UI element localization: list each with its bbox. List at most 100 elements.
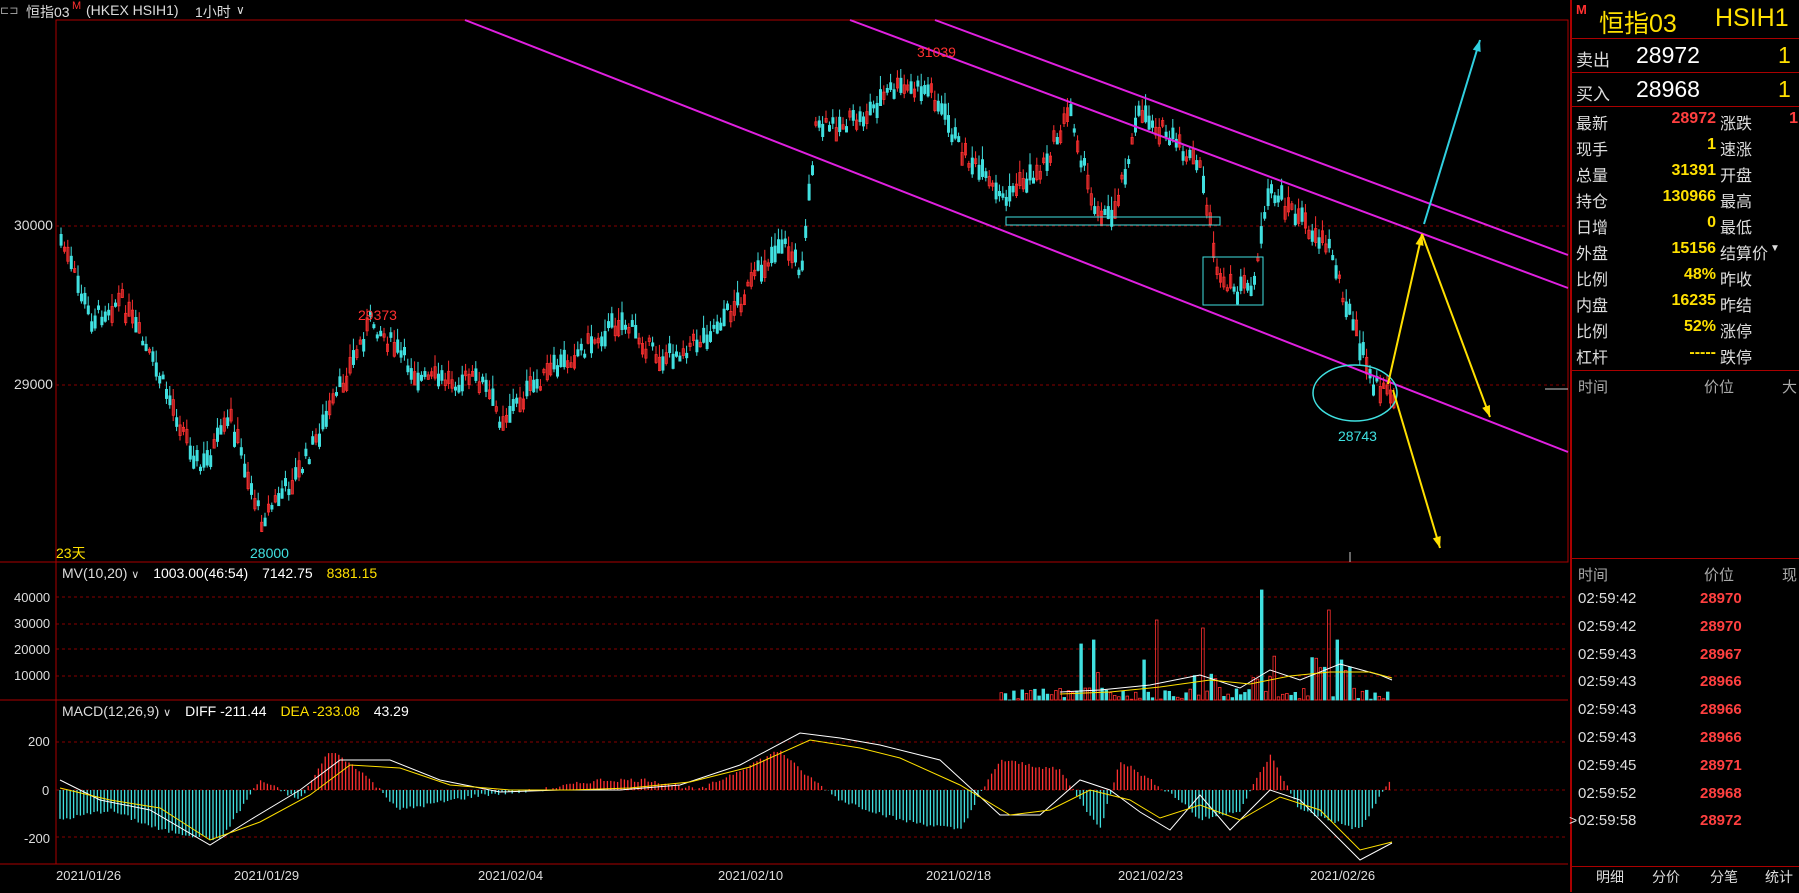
tab-detail[interactable]: 明细: [1596, 867, 1624, 887]
volume-bar: [1197, 695, 1200, 700]
volume-bar: [1248, 690, 1251, 700]
candle-body: [216, 428, 218, 441]
volume-bar: [1130, 699, 1133, 700]
candle-body: [624, 325, 626, 329]
candle-body: [199, 467, 201, 470]
divider: [1572, 370, 1799, 371]
candle-body: [828, 125, 830, 131]
candle-body: [920, 87, 922, 101]
tick-time: 02:59:43: [1578, 701, 1636, 718]
candle-body: [193, 456, 195, 468]
volume-bar: [1185, 693, 1188, 700]
quote-row-value: 52%: [1636, 318, 1716, 336]
volume-bar: [1147, 692, 1150, 700]
mv-title[interactable]: MV(10,20): [62, 565, 127, 581]
triangle-down-icon[interactable]: ▼: [1770, 243, 1780, 254]
quote-row-value: 15156: [1636, 240, 1716, 258]
candle-body: [696, 340, 698, 352]
volume-bar: [1151, 698, 1154, 700]
ask-price[interactable]: 28972: [1636, 42, 1700, 69]
macd-title[interactable]: MACD(12,26,9): [62, 703, 159, 719]
candle-body: [516, 398, 518, 403]
volume-bar: [1080, 644, 1083, 700]
volume-bar: [1097, 672, 1100, 700]
volume-bar: [1315, 658, 1318, 700]
candle-body: [536, 379, 538, 388]
chevron-down-icon[interactable]: ∨: [131, 569, 139, 581]
tab-price-dist[interactable]: 分价: [1652, 867, 1680, 887]
volume-bar: [1017, 699, 1020, 700]
volume-bar: [1302, 689, 1305, 700]
volume-bar: [1357, 698, 1360, 700]
low-label-28743: 28743: [1338, 428, 1377, 444]
candle-body: [1002, 194, 1004, 198]
tick-time: 02:59:45: [1578, 757, 1636, 774]
bid-price[interactable]: 28968: [1636, 76, 1700, 103]
cyan-arrow-up: [1424, 40, 1480, 224]
candle-body: [859, 112, 861, 122]
chevron-down-icon[interactable]: ∨: [163, 707, 171, 719]
candle-body: [590, 337, 592, 353]
yellow-arrow-down-right-head: [1482, 405, 1490, 417]
candle-body: [995, 183, 997, 199]
candle-body: [475, 369, 477, 381]
tab-ticks[interactable]: 分笔: [1710, 867, 1738, 887]
volume-bar: [1260, 590, 1263, 700]
candle-body: [206, 450, 208, 465]
candle-body: [876, 103, 878, 117]
quote-row-label: 内盘: [1576, 292, 1608, 316]
candle-body: [1270, 185, 1272, 193]
candle-body: [631, 320, 633, 326]
vol-tick-30000: 30000: [14, 616, 50, 631]
volume-bar: [1076, 691, 1079, 700]
candle-body: [1124, 169, 1126, 184]
candle-body: [927, 85, 929, 96]
candle-body: [1165, 132, 1167, 137]
candle-body: [91, 322, 93, 332]
candle-body: [1145, 106, 1147, 122]
candle-body: [397, 340, 399, 352]
macd-dea: DEA -233.08: [280, 703, 359, 719]
yellow-arrow-down-right: [1422, 234, 1490, 417]
candle-body: [145, 344, 147, 350]
volume-bars: [1000, 590, 1392, 700]
candle-body: [1172, 128, 1174, 139]
candle-body: [1046, 154, 1048, 171]
selected-tick-marker: >: [1569, 812, 1577, 828]
volume-bar: [1000, 693, 1003, 700]
candle-body: [998, 191, 1000, 195]
quote-row-label: 日增: [1576, 214, 1608, 238]
macd-indicator-header: MACD(12,26,9) ∨ DIFF -211.44 DEA -233.08…: [62, 703, 409, 719]
low-label-28000: 28000: [250, 545, 289, 561]
volume-bar: [1311, 658, 1314, 700]
quote-row-value: 1: [1636, 136, 1716, 154]
candle-body: [777, 240, 779, 253]
volume-bar: [1029, 691, 1032, 700]
y-tick-29000: 29000: [14, 376, 53, 392]
bottom-tabs: 明细 分价 分笔 统计: [1572, 866, 1799, 893]
kline-chart[interactable]: [0, 0, 1570, 892]
quote-row-value: -----: [1636, 344, 1716, 362]
candle-body: [152, 352, 154, 362]
candle-body: [278, 493, 280, 505]
candle-body: [944, 104, 946, 119]
tab-stats[interactable]: 统计: [1765, 867, 1793, 887]
candle-body: [308, 459, 310, 463]
candle-body: [322, 415, 324, 429]
channel-mid-line: [850, 20, 1568, 288]
candle-body: [584, 354, 586, 357]
tick-time-header: 时间: [1578, 564, 1608, 585]
volume-bar: [1374, 693, 1377, 700]
